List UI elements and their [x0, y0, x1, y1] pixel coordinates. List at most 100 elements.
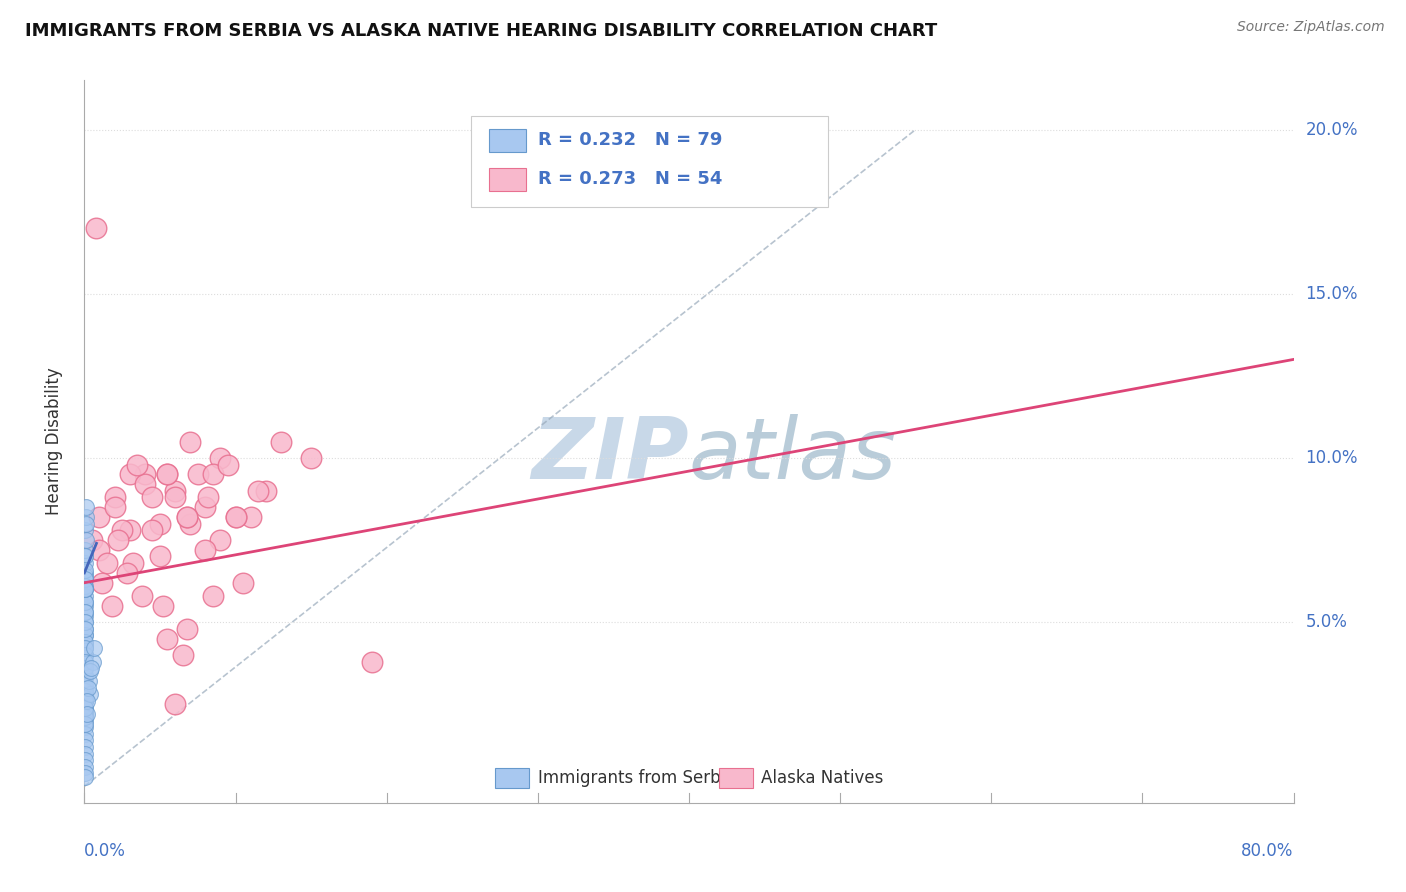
Point [75, 582, 97, 597]
Point [73, 661, 96, 675]
FancyBboxPatch shape [489, 168, 526, 191]
Point [73, 622, 96, 636]
Point [73, 638, 96, 652]
Point [179, 516, 201, 531]
Point [75, 533, 97, 547]
Point [73, 661, 96, 675]
Point [179, 434, 201, 449]
Point [73, 710, 96, 724]
Text: 0.0%: 0.0% [84, 842, 127, 860]
Point [91, 575, 114, 590]
Point [75, 595, 97, 609]
Point [80, 533, 103, 547]
Point [73, 523, 96, 537]
Text: 5.0%: 5.0% [1306, 613, 1347, 632]
Point [73, 770, 96, 784]
Text: Immigrants from Serbia: Immigrants from Serbia [538, 769, 735, 788]
Point [73, 690, 96, 705]
Point [80, 661, 103, 675]
Point [247, 483, 270, 498]
Point [73, 720, 96, 734]
Point [76, 707, 98, 722]
Point [176, 510, 198, 524]
Point [73, 667, 96, 681]
Point [176, 510, 198, 524]
Point [73, 566, 96, 580]
FancyBboxPatch shape [489, 128, 526, 152]
Point [104, 491, 127, 505]
Point [152, 599, 174, 613]
Point [299, 450, 322, 465]
Point [134, 467, 156, 482]
Text: 10.0%: 10.0% [1306, 449, 1358, 467]
Text: 15.0%: 15.0% [1306, 285, 1358, 302]
Point [73, 733, 96, 747]
Point [73, 648, 96, 662]
Point [75, 599, 97, 613]
Point [73, 704, 96, 718]
Point [75, 582, 97, 597]
Point [232, 575, 254, 590]
Point [76, 694, 98, 708]
Point [73, 635, 96, 649]
Point [82, 655, 104, 669]
Point [75, 542, 97, 557]
Point [121, 556, 143, 570]
Text: Source: ZipAtlas.com: Source: ZipAtlas.com [1237, 20, 1385, 34]
Point [360, 655, 382, 669]
Point [73, 641, 96, 656]
Point [134, 477, 156, 491]
Point [201, 467, 224, 482]
Point [104, 500, 127, 515]
Point [187, 467, 209, 482]
Point [89, 542, 111, 557]
Point [156, 467, 179, 482]
Point [194, 500, 217, 515]
Point [149, 549, 172, 564]
Text: ZIP: ZIP [531, 415, 689, 498]
Point [73, 677, 96, 691]
Point [75, 628, 97, 642]
Point [100, 599, 122, 613]
Point [156, 632, 179, 646]
Point [73, 641, 96, 656]
Text: IMMIGRANTS FROM SERBIA VS ALASKA NATIVE HEARING DISABILITY CORRELATION CHART: IMMIGRANTS FROM SERBIA VS ALASKA NATIVE … [25, 22, 938, 40]
Point [73, 608, 96, 623]
Point [201, 589, 224, 603]
Point [107, 533, 129, 547]
Point [73, 556, 96, 570]
Point [141, 491, 163, 505]
Point [73, 589, 96, 603]
Point [254, 483, 277, 498]
Point [165, 483, 187, 498]
Point [194, 542, 217, 557]
Point [73, 739, 96, 754]
Point [77, 674, 100, 689]
Point [73, 573, 96, 587]
FancyBboxPatch shape [720, 768, 754, 789]
Point [209, 533, 232, 547]
Point [75, 573, 97, 587]
Point [73, 655, 96, 669]
Point [73, 700, 96, 714]
Point [73, 747, 96, 761]
Text: 20.0%: 20.0% [1306, 120, 1358, 138]
Text: R = 0.232   N = 79: R = 0.232 N = 79 [538, 130, 723, 149]
Point [75, 563, 97, 577]
Point [131, 589, 153, 603]
Point [75, 595, 97, 609]
Point [73, 707, 96, 722]
Point [73, 694, 96, 708]
Point [75, 605, 97, 619]
Point [83, 641, 105, 656]
Point [115, 566, 138, 580]
Point [73, 655, 96, 669]
Point [73, 648, 96, 662]
Point [270, 434, 292, 449]
Point [73, 549, 96, 564]
Point [73, 694, 96, 708]
Point [156, 467, 179, 482]
Point [75, 516, 97, 531]
Point [73, 582, 96, 597]
Point [225, 510, 247, 524]
